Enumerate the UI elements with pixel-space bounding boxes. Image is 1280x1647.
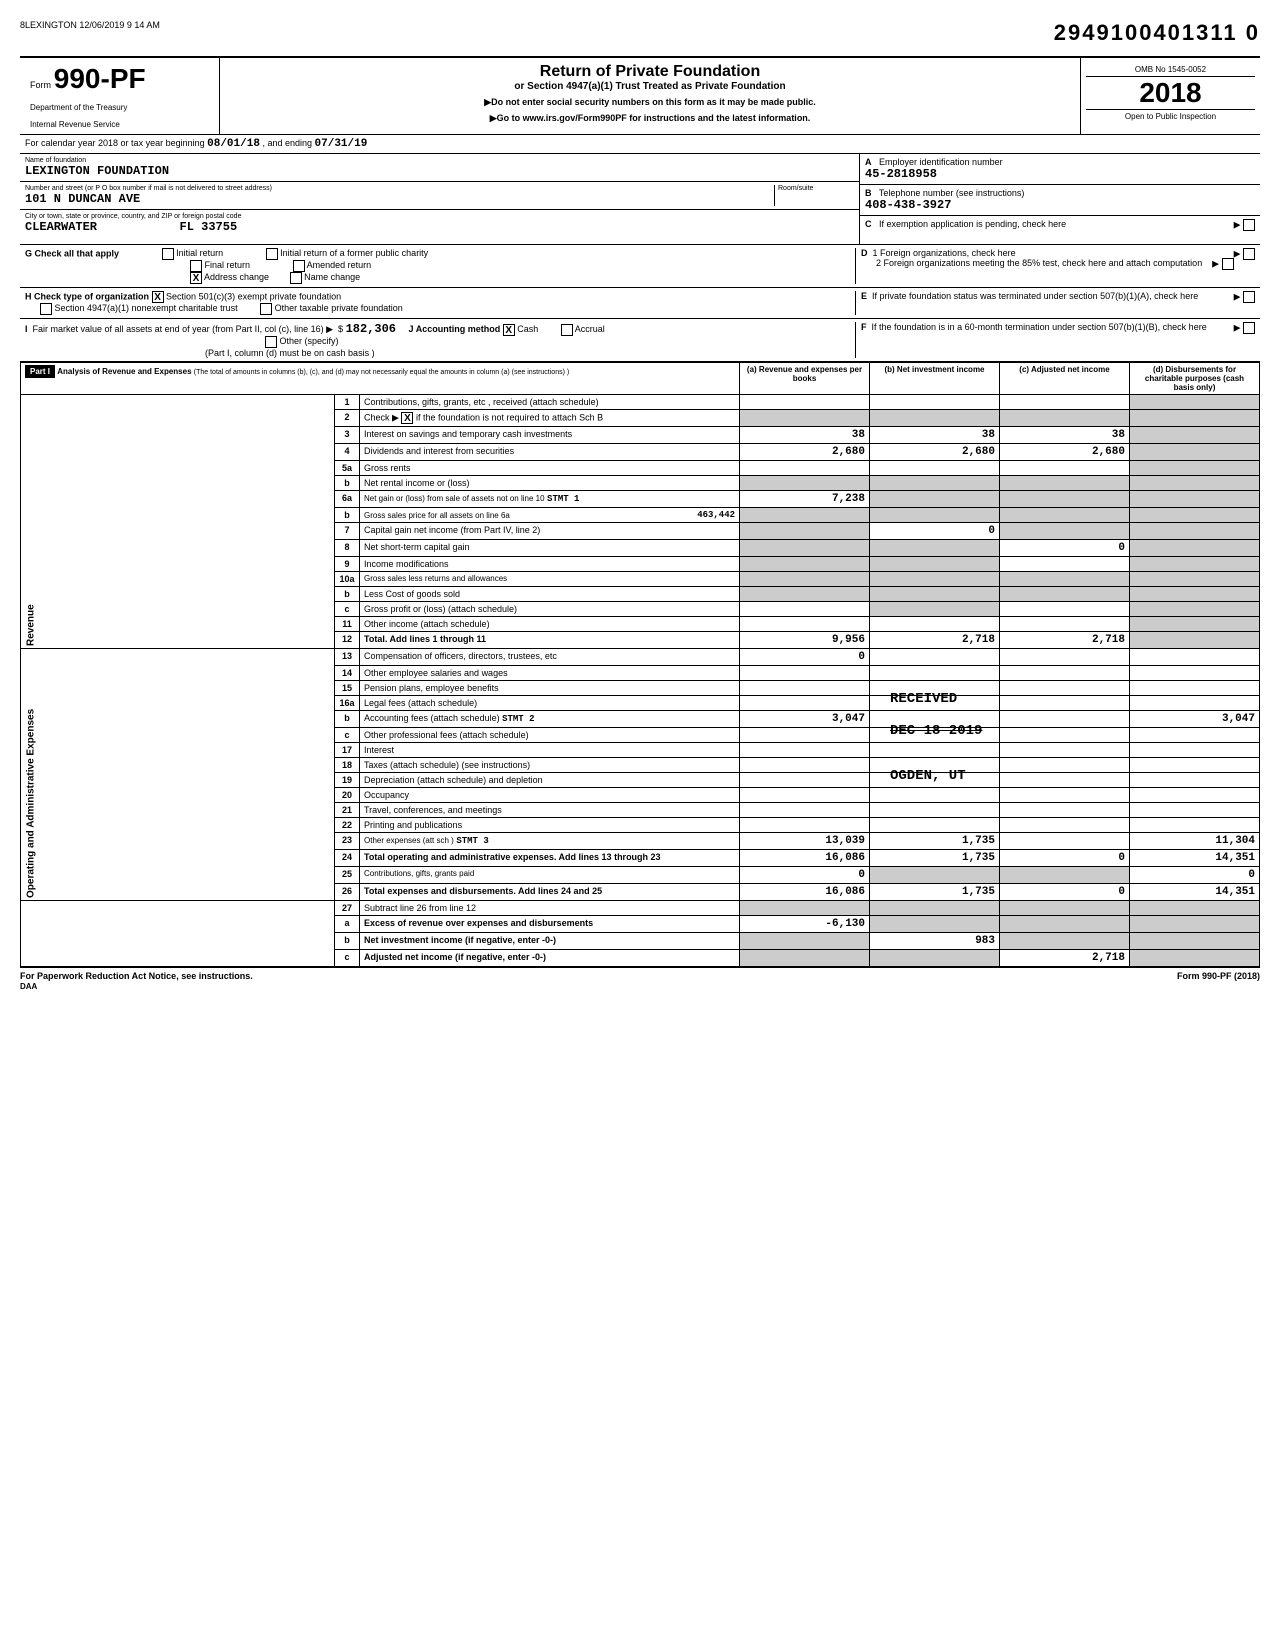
dept-treasury: Department of the Treasury <box>30 103 209 112</box>
form-ref: Form 990-PF (2018) <box>1177 971 1260 991</box>
name-change-label: Name change <box>304 272 360 282</box>
expenses-section-label: Operating and Administrative Expenses <box>21 649 335 901</box>
d2-checkbox[interactable] <box>1222 258 1234 270</box>
address-label: Number and street (or P O box number if … <box>25 185 774 192</box>
h3-label: Other taxable private foundation <box>275 303 403 313</box>
e-letter: E <box>861 291 867 301</box>
h3-checkbox[interactable] <box>260 303 272 315</box>
form-title: Return of Private Foundation <box>225 63 1075 81</box>
accrual-checkbox[interactable] <box>561 324 573 336</box>
i-value: 182,306 <box>346 322 396 336</box>
j-note: (Part I, column (d) must be on cash basi… <box>205 348 375 358</box>
date-stamp: DEC 18 2019 <box>890 723 982 739</box>
initial-former-checkbox[interactable] <box>266 248 278 260</box>
g-label: G Check all that apply <box>25 248 119 258</box>
city-label: City or town, state or province, country… <box>25 213 854 220</box>
document-number: 2949100401311 0 <box>1054 20 1260 46</box>
initial-former-label: Initial return of a former public charit… <box>280 248 428 258</box>
c-letter: C <box>865 219 872 229</box>
period-mid: , and ending <box>262 138 312 148</box>
name-label: Name of foundation <box>25 157 854 164</box>
address-change-label: Address change <box>204 272 269 282</box>
col-c-header: (c) Adjusted net income <box>1000 363 1130 395</box>
f-checkbox[interactable] <box>1243 322 1255 334</box>
f-label: If the foundation is in a 60-month termi… <box>872 322 1207 332</box>
part1-note: (The total of amounts in columns (b), (c… <box>194 369 569 376</box>
schb-checkbox[interactable]: X <box>401 412 413 424</box>
revenue-section-label: Revenue <box>21 395 335 649</box>
period-end: 07/31/19 <box>315 138 368 150</box>
foundation-address: 101 N DUNCAN AVE <box>25 192 774 206</box>
cash-checkbox[interactable]: X <box>503 324 515 336</box>
other-checkbox[interactable] <box>265 336 277 348</box>
i-label: Fair market value of all assets at end o… <box>33 324 344 334</box>
amended-checkbox[interactable] <box>293 260 305 272</box>
ein-letter: A <box>865 157 872 167</box>
d-letter: D <box>861 248 868 258</box>
other-label: Other (specify) <box>280 336 339 346</box>
col-d-header: (d) Disbursements for charitable purpose… <box>1130 363 1260 395</box>
tax-year: 2018 <box>1086 77 1255 110</box>
f-letter: F <box>861 322 867 332</box>
d2-label: 2 Foreign organizations meeting the 85% … <box>876 258 1202 268</box>
part1-title: Analysis of Revenue and Expenses <box>57 367 191 376</box>
cash-label: Cash <box>517 324 538 334</box>
table-row: Operating and Administrative Expenses 13… <box>21 649 1260 666</box>
h1-label: Section 501(c)(3) exempt private foundat… <box>166 291 341 301</box>
room-label: Room/suite <box>778 185 854 192</box>
e-label: If private foundation status was termina… <box>872 291 1198 301</box>
form-instruction1: ▶Do not enter social security numbers on… <box>225 97 1075 108</box>
initial-checkbox[interactable] <box>162 248 174 260</box>
paperwork-notice: For Paperwork Reduction Act Notice, see … <box>20 971 253 981</box>
form-subtitle: or Section 4947(a)(1) Trust Treated as P… <box>225 81 1075 92</box>
col-b-header: (b) Net investment income <box>870 363 1000 395</box>
h-label: H Check type of organization <box>25 291 149 301</box>
foundation-city: CLEARWATER <box>25 220 97 234</box>
ein-label: Employer identification number <box>879 157 1003 167</box>
j-label: J Accounting method <box>409 324 501 334</box>
accrual-label: Accrual <box>575 324 605 334</box>
period-begin: 08/01/18 <box>207 138 260 150</box>
irs-label: Internal Revenue Service <box>30 120 209 129</box>
phone-label: Telephone number (see instructions) <box>879 188 1025 198</box>
amended-label: Amended return <box>307 260 372 270</box>
ogden-stamp: OGDEN, UT <box>890 768 966 784</box>
omb-number: OMB No 1545-0052 <box>1086 63 1255 77</box>
phone-letter: B <box>865 188 872 198</box>
name-change-checkbox[interactable] <box>290 272 302 284</box>
form-label: Form <box>30 80 51 90</box>
h2-checkbox[interactable] <box>40 303 52 315</box>
d1-checkbox[interactable] <box>1243 248 1255 260</box>
col-a-header: (a) Revenue and expenses per books <box>740 363 870 395</box>
table-row: Revenue 1Contributions, gifts, grants, e… <box>21 395 1260 410</box>
software-stamp: 8LEXINGTON 12/06/2019 9 14 AM <box>20 20 160 46</box>
part1-header: Part I <box>25 365 55 378</box>
foundation-state-zip: FL 33755 <box>180 220 238 234</box>
d1-label: 1 Foreign organizations, check here <box>873 248 1016 258</box>
phone-value: 408-438-3927 <box>865 198 1255 212</box>
e-checkbox[interactable] <box>1243 291 1255 303</box>
table-row: 27Subtract line 26 from line 12 <box>21 901 1260 916</box>
final-checkbox[interactable] <box>190 260 202 272</box>
c-label: If exemption application is pending, che… <box>879 219 1066 229</box>
c-checkbox[interactable] <box>1243 219 1255 231</box>
h2-label: Section 4947(a)(1) nonexempt charitable … <box>55 303 238 313</box>
h1-checkbox[interactable]: X <box>152 291 164 303</box>
foundation-name: LEXINGTON FOUNDATION <box>25 164 854 178</box>
final-label: Final return <box>205 260 251 270</box>
public-inspection: Open to Public Inspection <box>1086 110 1255 123</box>
form-instruction2: ▶Go to www.irs.gov/Form990PF for instruc… <box>225 113 1075 124</box>
period-label: For calendar year 2018 or tax year begin… <box>25 138 205 148</box>
daa-label: DAA <box>20 982 37 991</box>
initial-label: Initial return <box>176 248 223 258</box>
received-stamp: RECEIVED <box>890 691 957 707</box>
address-change-checkbox[interactable]: X <box>190 272 202 284</box>
ein-value: 45-2818958 <box>865 167 1255 181</box>
form-number: 990-PF <box>54 63 146 94</box>
